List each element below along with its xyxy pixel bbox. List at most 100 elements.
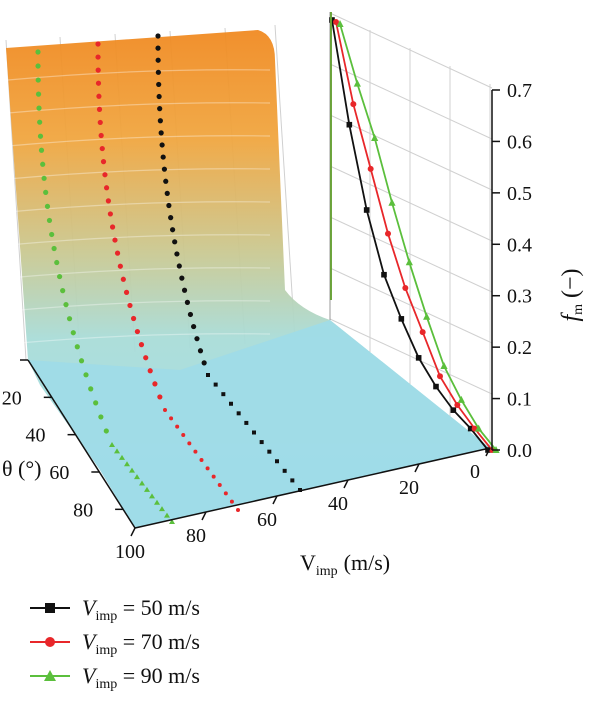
legend-marker (45, 603, 55, 613)
curve-point (35, 63, 41, 69)
curve-point (152, 381, 158, 387)
series-marker (485, 447, 491, 453)
curve-point (172, 239, 178, 245)
surface-curve (155, 33, 302, 492)
series-marker (346, 121, 353, 128)
surface-band (7, 69, 271, 81)
curve-point (206, 373, 210, 377)
curve-point (63, 302, 69, 308)
curve-point (109, 224, 116, 230)
series-marker (353, 79, 361, 87)
series-marker (363, 207, 370, 213)
surface-floor (28, 320, 490, 528)
curve-point (168, 215, 174, 221)
curve-point (155, 33, 161, 39)
legend-marker (45, 637, 55, 647)
curve-point (223, 491, 228, 496)
curve-point (159, 142, 165, 148)
curve-point (282, 468, 287, 473)
series-marker (437, 373, 443, 380)
curve-point (139, 480, 145, 486)
series-line (339, 23, 497, 451)
legend-marker (44, 670, 56, 681)
curve-point (244, 420, 249, 425)
curve-point (147, 368, 153, 374)
series-line (335, 21, 493, 451)
series-marker (454, 402, 461, 408)
curve-point (193, 449, 198, 454)
curve-point (205, 466, 210, 471)
series-marker (405, 258, 413, 266)
curve-point (144, 486, 150, 492)
curve-point (35, 49, 41, 55)
curve-point (46, 217, 53, 224)
curve-point (213, 382, 218, 387)
series-marker (398, 316, 405, 322)
curve-point (149, 493, 155, 499)
grid-line (329, 216, 493, 293)
curve-point (109, 442, 115, 447)
curve-point (60, 288, 66, 294)
grid-line (329, 114, 493, 191)
grid-line (329, 267, 493, 344)
x-tick (414, 463, 420, 473)
curve-point (95, 54, 101, 60)
curve-point (211, 474, 216, 479)
curve-point (37, 119, 43, 125)
series-marker (329, 17, 335, 23)
curve-point (155, 45, 161, 51)
curve-point (70, 330, 76, 336)
curve-point (114, 250, 121, 256)
surface-band (7, 333, 271, 345)
x-tick-label: 60 (257, 509, 277, 531)
surface-bands (7, 69, 271, 345)
x-tick (130, 527, 136, 537)
curve-point (97, 119, 103, 126)
y-axis-line (27, 359, 136, 529)
curve-point (134, 328, 141, 335)
curve-point (51, 245, 57, 252)
curve-point (88, 386, 94, 392)
curve-point (156, 81, 162, 88)
curve-point (102, 172, 108, 178)
curve-point (164, 512, 170, 518)
curve-point (143, 355, 149, 361)
curve-point (127, 302, 133, 309)
curve-point (179, 275, 185, 281)
curve-point (114, 448, 120, 454)
legend-label: Vimp = 70 m/s (82, 629, 200, 658)
curve-point (267, 449, 272, 454)
curve-point (184, 299, 191, 305)
curve-point (252, 430, 256, 435)
curve-point (169, 416, 174, 421)
x-axis-ticks: 0 20 40 60 80 100 (115, 447, 491, 563)
z-tick-label: 0.6 (507, 131, 532, 153)
grid-lines (5, 12, 493, 448)
legend-item: Vimp = 90 m/s (30, 663, 200, 692)
curve-point (166, 202, 172, 209)
curve-point (155, 57, 161, 63)
curve-point (157, 106, 163, 112)
curve-point (236, 411, 241, 416)
curve-point (164, 190, 170, 196)
legend-label: Vimp = 90 m/s (82, 663, 200, 692)
curve-point (98, 132, 104, 139)
x-tick-label: 20 (399, 477, 419, 499)
curve-point (49, 231, 55, 238)
surface-band (7, 300, 271, 312)
curve-point (187, 441, 192, 446)
curve-point (83, 372, 89, 378)
curve-point (157, 394, 163, 400)
curve-point (107, 211, 113, 217)
series-marker (402, 285, 409, 291)
curve-point (290, 478, 295, 483)
x-tick-label: 80 (186, 525, 206, 547)
curve-point (112, 237, 118, 243)
curve-point (95, 80, 102, 86)
curve-point (221, 392, 226, 397)
curve-point (155, 69, 161, 75)
surface-curve (35, 49, 175, 524)
curve-point (38, 147, 45, 153)
curve-point (229, 499, 234, 504)
